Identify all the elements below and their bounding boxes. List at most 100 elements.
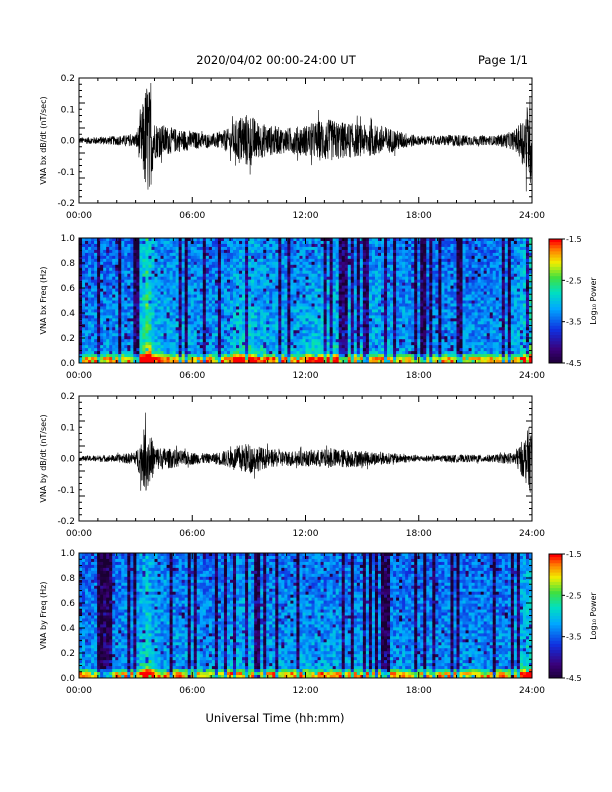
heatmap-cell [344,315,349,319]
heatmap-cell [157,240,161,245]
heatmap-cell [236,238,240,242]
heatmap-cell [121,318,125,322]
heatmap-cell [356,240,361,245]
heatmap-cell [157,351,161,355]
heatmap-cell [127,255,131,260]
heatmap-cell [91,315,95,319]
heatmap-cell [248,345,252,349]
heatmap-cell [160,333,164,337]
heatmap-cell [79,333,83,337]
heatmap-cell [278,324,282,328]
heatmap-cell [127,297,131,301]
heatmap-cell [109,309,113,313]
heatmap-cell [374,255,379,260]
heatmap-cell [296,351,300,355]
heatmap-cell [220,270,225,275]
heatmap-cell [82,348,86,352]
heatmap-cell [103,348,107,352]
heatmap-cell [302,300,306,304]
heatmap-cell [193,297,198,301]
heatmap-cell [142,321,146,325]
heatmap-cell [305,357,309,361]
heatmap-cell [284,297,288,301]
heatmap-cell [178,330,183,334]
heatmap-cell [97,238,101,242]
heatmap-cell [169,336,174,340]
heatmap-cell [251,360,255,363]
heatmap-cell [377,243,382,248]
heatmap-cell [281,238,285,242]
heatmap-cell [172,270,177,275]
heatmap-cell [426,273,430,278]
heatmap-cell [377,309,382,313]
heatmap-cell [190,333,195,337]
heatmap-cell [193,315,198,319]
heatmap-cell [175,243,180,248]
heatmap-cell [82,351,86,355]
heatmap-cell [323,270,328,275]
heatmap-cell [103,243,107,248]
heatmap-cell [208,291,213,295]
heatmap-cell [311,246,315,251]
heatmap-cell [272,297,276,301]
heatmap-cell [344,243,349,248]
heatmap-cell [121,303,125,307]
heatmap-cell [323,294,328,298]
heatmap-cell [112,264,116,269]
heatmap-cell [390,291,394,295]
heatmap-cell [311,330,315,334]
heatmap-cell [393,279,397,284]
heatmap-cell [281,294,285,298]
heatmap-cell [85,360,89,363]
heatmap-cell [281,342,285,346]
heatmap-cell [317,312,321,316]
heatmap-cell [217,303,222,307]
heatmap-cell [133,324,137,328]
heatmap-cell [396,315,400,319]
heatmap-cell [242,309,246,313]
heatmap-cell [323,273,328,278]
heatmap-cell [251,246,255,251]
heatmap-cell [145,327,149,331]
heatmap-cell [217,238,222,242]
heatmap-cell [381,354,385,358]
heatmap-cell [426,324,430,328]
heatmap-cell [109,342,113,346]
heatmap-cell [272,267,276,272]
heatmap-cell [136,270,140,275]
heatmap-cell [82,273,86,278]
heatmap-cell [347,345,352,349]
heatmap-cell [305,270,309,275]
heatmap-cell [281,360,285,363]
heatmap-cell [368,357,373,361]
heatmap-cell [109,300,113,304]
heatmap-cell [205,342,210,346]
heatmap-cell [266,318,270,322]
heatmap-cell [296,357,300,361]
heatmap-cell [154,285,158,289]
heatmap-cell [414,267,418,272]
heatmap-cell [133,255,137,260]
heatmap-cell [393,357,397,361]
heatmap-cell [118,360,122,363]
heatmap-cell [79,300,83,304]
heatmap-cell [396,330,400,334]
heatmap-cell [311,258,315,263]
heatmap-cell [112,273,116,278]
heatmap-cell [103,273,107,278]
heatmap-cell [97,354,101,358]
heatmap-cell [181,327,186,331]
heatmap-cell [311,348,315,352]
heatmap-cell [94,294,98,298]
heatmap-cell [127,327,131,331]
heatmap-cell [223,294,228,298]
heatmap-cell [381,342,385,346]
heatmap-cell [359,246,364,251]
heatmap-cell [208,327,213,331]
heatmap-cell [248,321,252,325]
heatmap-cell [184,300,189,304]
heatmap-cell [199,300,204,304]
heatmap-cell [371,282,376,287]
heatmap-cell [196,252,201,257]
heatmap-cell [133,357,137,361]
